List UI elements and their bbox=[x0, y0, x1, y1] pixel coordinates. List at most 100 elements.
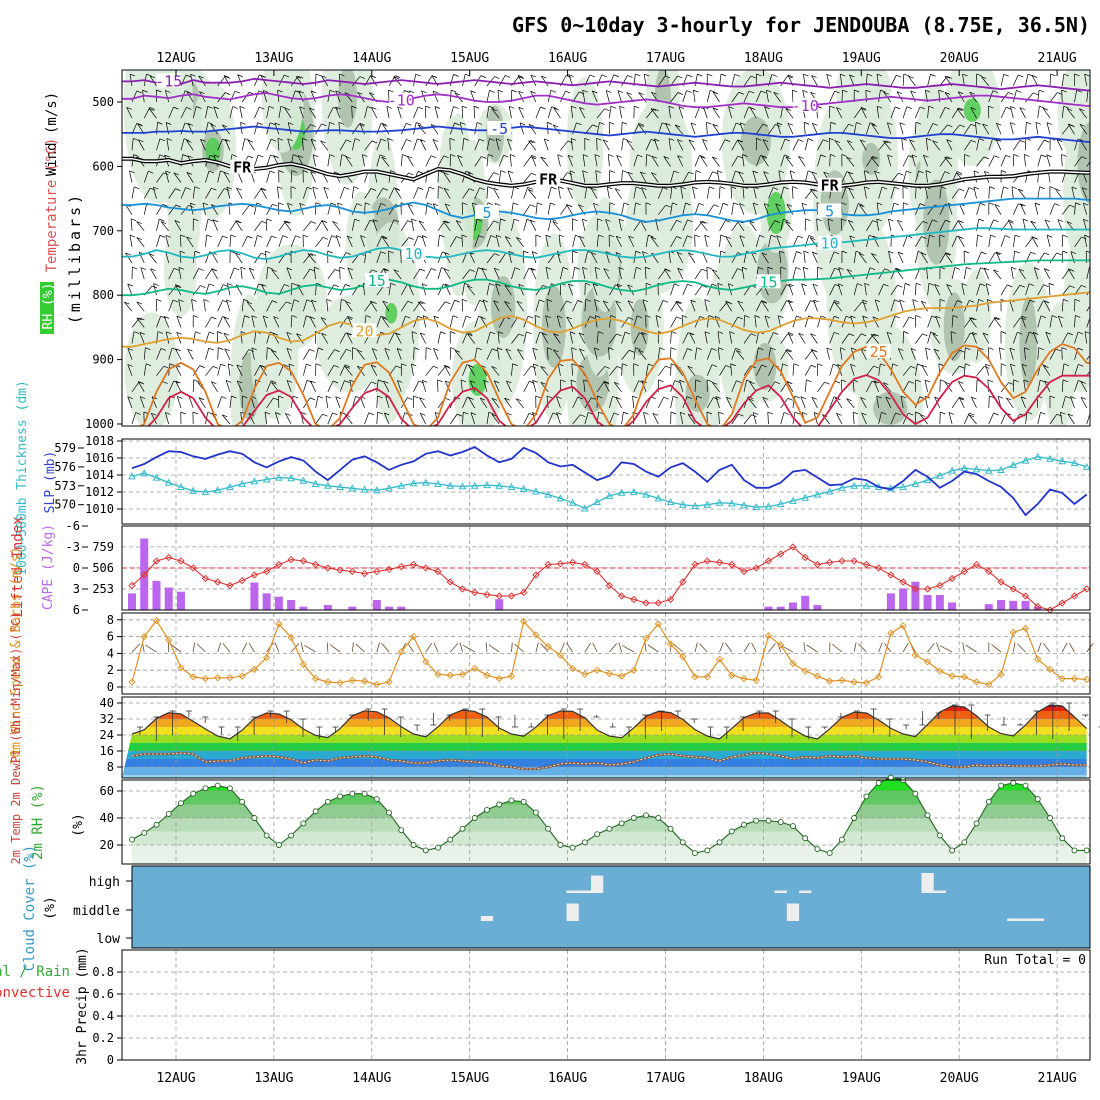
wind-barb-flag bbox=[226, 186, 232, 190]
wind-barb bbox=[413, 138, 418, 151]
thickness-marker bbox=[727, 499, 736, 507]
wind-barb bbox=[621, 412, 624, 425]
wind-barb bbox=[719, 203, 724, 215]
wind-barb-flag bbox=[635, 73, 641, 77]
wind-barb bbox=[706, 348, 712, 360]
wind-barb-flag bbox=[138, 381, 144, 384]
wind-barb-flag bbox=[822, 139, 829, 143]
wind-barb-flag bbox=[641, 187, 647, 190]
wind-barb-flag bbox=[1061, 89, 1067, 93]
wind-barb-flag bbox=[460, 379, 467, 383]
wind-barb-flag bbox=[335, 235, 342, 238]
wind-barb bbox=[352, 76, 361, 87]
wind-barb-flag bbox=[730, 186, 737, 189]
wind-barb-flag bbox=[381, 122, 387, 126]
wind-barb-flag bbox=[434, 106, 441, 109]
wind-barb bbox=[462, 364, 468, 376]
wind-barb-flag bbox=[528, 140, 534, 144]
wind-barb bbox=[1061, 379, 1064, 392]
wind-barb-flag bbox=[496, 234, 502, 238]
wind-barb-flag bbox=[861, 412, 867, 416]
wind-barb bbox=[712, 91, 720, 103]
wind-barb bbox=[682, 284, 688, 296]
wind-barb-flag bbox=[623, 138, 629, 141]
wind-barb bbox=[809, 188, 818, 199]
wind-barb-flag bbox=[957, 91, 964, 95]
wind-barb-flag bbox=[759, 235, 765, 238]
wind-barb bbox=[690, 122, 696, 135]
wind-barb bbox=[156, 219, 160, 231]
wind-barb bbox=[278, 301, 287, 312]
lifted-index-marker bbox=[630, 595, 638, 604]
wind-barb bbox=[890, 203, 895, 215]
wind-barb-flag bbox=[712, 171, 718, 175]
wind-barb-flag bbox=[944, 75, 951, 79]
isotherm-label: 10 bbox=[821, 235, 839, 253]
wind-barb-flag bbox=[369, 219, 376, 223]
wind-barb bbox=[530, 268, 537, 280]
wind-barb-flag bbox=[876, 218, 882, 222]
wind-barb-flag bbox=[982, 123, 988, 127]
wind-barb-flag bbox=[1068, 268, 1074, 272]
wind-barb bbox=[437, 301, 446, 312]
surface-wind-barb bbox=[1016, 643, 1026, 653]
wind-barb bbox=[902, 381, 910, 392]
wind-barb bbox=[486, 154, 489, 167]
wind-barb-flag bbox=[578, 365, 584, 368]
ua-frame bbox=[121, 69, 1091, 427]
wind-barb-flag bbox=[946, 284, 952, 287]
wind-barb bbox=[1084, 331, 1088, 344]
wind-barb bbox=[959, 203, 965, 215]
wind-barb bbox=[719, 139, 726, 151]
thickness-marker bbox=[617, 488, 626, 496]
wind-barb bbox=[976, 251, 982, 264]
wind-barb bbox=[371, 348, 378, 360]
wind-barb-flag bbox=[772, 187, 779, 190]
wind-barb-flag bbox=[881, 186, 888, 190]
wind-barb bbox=[836, 413, 843, 425]
thickness-marker bbox=[1009, 460, 1018, 469]
wind-barb bbox=[658, 365, 666, 376]
wind-barb-flag bbox=[129, 73, 136, 77]
wind-barb bbox=[785, 156, 794, 167]
bottom-date-label: 21AUG bbox=[1038, 1071, 1077, 1086]
ua-wind-barbs bbox=[124, 73, 1090, 425]
wind-barb bbox=[1045, 332, 1051, 344]
wind-barb bbox=[651, 172, 659, 183]
wind-speed-marker bbox=[348, 676, 356, 684]
wind-barb-flag bbox=[357, 349, 363, 353]
wind-barb-flag bbox=[287, 138, 293, 142]
wind-barb-flag bbox=[725, 220, 731, 223]
lifted-index-marker bbox=[458, 585, 467, 593]
wind-barb bbox=[687, 414, 696, 425]
wind-barb-flag bbox=[316, 282, 322, 286]
wind-barb-flag bbox=[127, 364, 133, 367]
wind-barb-flag bbox=[345, 284, 351, 287]
wind-barb bbox=[752, 412, 757, 425]
wind-barb-flag bbox=[470, 412, 477, 415]
isotherm-label: 15 bbox=[759, 273, 777, 291]
wind-barb-flag bbox=[826, 73, 832, 77]
wind-speed-marker bbox=[1046, 665, 1054, 673]
wind-speed-marker bbox=[299, 660, 307, 668]
wind-barb-flag bbox=[429, 186, 435, 190]
wind-barb bbox=[1061, 106, 1065, 119]
wind-barb-flag bbox=[1075, 315, 1081, 318]
wind-barb bbox=[523, 381, 530, 392]
lifted-index-marker bbox=[728, 560, 736, 569]
wind-barb-flag bbox=[470, 90, 476, 94]
surface-wind-barb bbox=[751, 642, 757, 653]
wind-barb bbox=[882, 382, 892, 393]
wind-speed-marker bbox=[777, 641, 785, 649]
cape-bar bbox=[1033, 606, 1042, 610]
wind-barb-flag bbox=[257, 234, 263, 238]
wind-barb-flag bbox=[288, 363, 295, 367]
wind-barb bbox=[217, 76, 226, 87]
wind-barb-flag bbox=[445, 366, 451, 369]
wind-barb-flag bbox=[981, 251, 987, 255]
wind-barb bbox=[474, 187, 480, 199]
wind-barb-flag bbox=[864, 186, 870, 190]
wind-barb-flag bbox=[787, 122, 794, 126]
wind-barb-flag bbox=[175, 204, 181, 208]
